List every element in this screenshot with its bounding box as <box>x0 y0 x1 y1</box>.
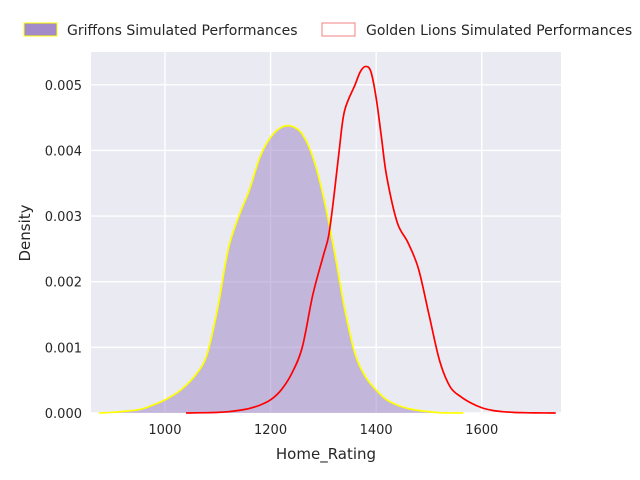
x-tick-label: 1000 <box>148 423 181 438</box>
x-axis-label: Home_Rating <box>276 445 376 464</box>
y-tick-label: 0.002 <box>45 276 82 291</box>
y-axis-label: Density <box>16 204 34 261</box>
legend: Griffons Simulated Performances Golden L… <box>23 22 632 39</box>
series-area-0 <box>98 125 464 414</box>
y-tick-label: 0.005 <box>45 79 82 94</box>
legend-label-golden-lions: Golden Lions Simulated Performances <box>366 23 632 39</box>
series-layer <box>98 65 556 414</box>
x-tick-label: 1400 <box>360 423 393 438</box>
y-tick-label: 0.001 <box>45 341 82 356</box>
legend-swatch-golden-lions <box>321 22 356 37</box>
y-tick-label: 0.000 <box>45 407 82 422</box>
x-tick-label: 1600 <box>465 423 498 438</box>
legend-label-griffons: Griffons Simulated Performances <box>67 23 298 39</box>
ticks: 1000 1200 1400 1600 0.000 0.001 0.002 0.003 0.00… <box>45 79 499 438</box>
legend-swatch-griffons <box>23 22 58 37</box>
series-line-1 <box>186 65 556 414</box>
y-tick-label: 0.004 <box>45 144 82 159</box>
series-line-0 <box>98 124 464 414</box>
x-tick-label: 1200 <box>254 423 287 438</box>
y-tick-label: 0.003 <box>45 210 82 225</box>
